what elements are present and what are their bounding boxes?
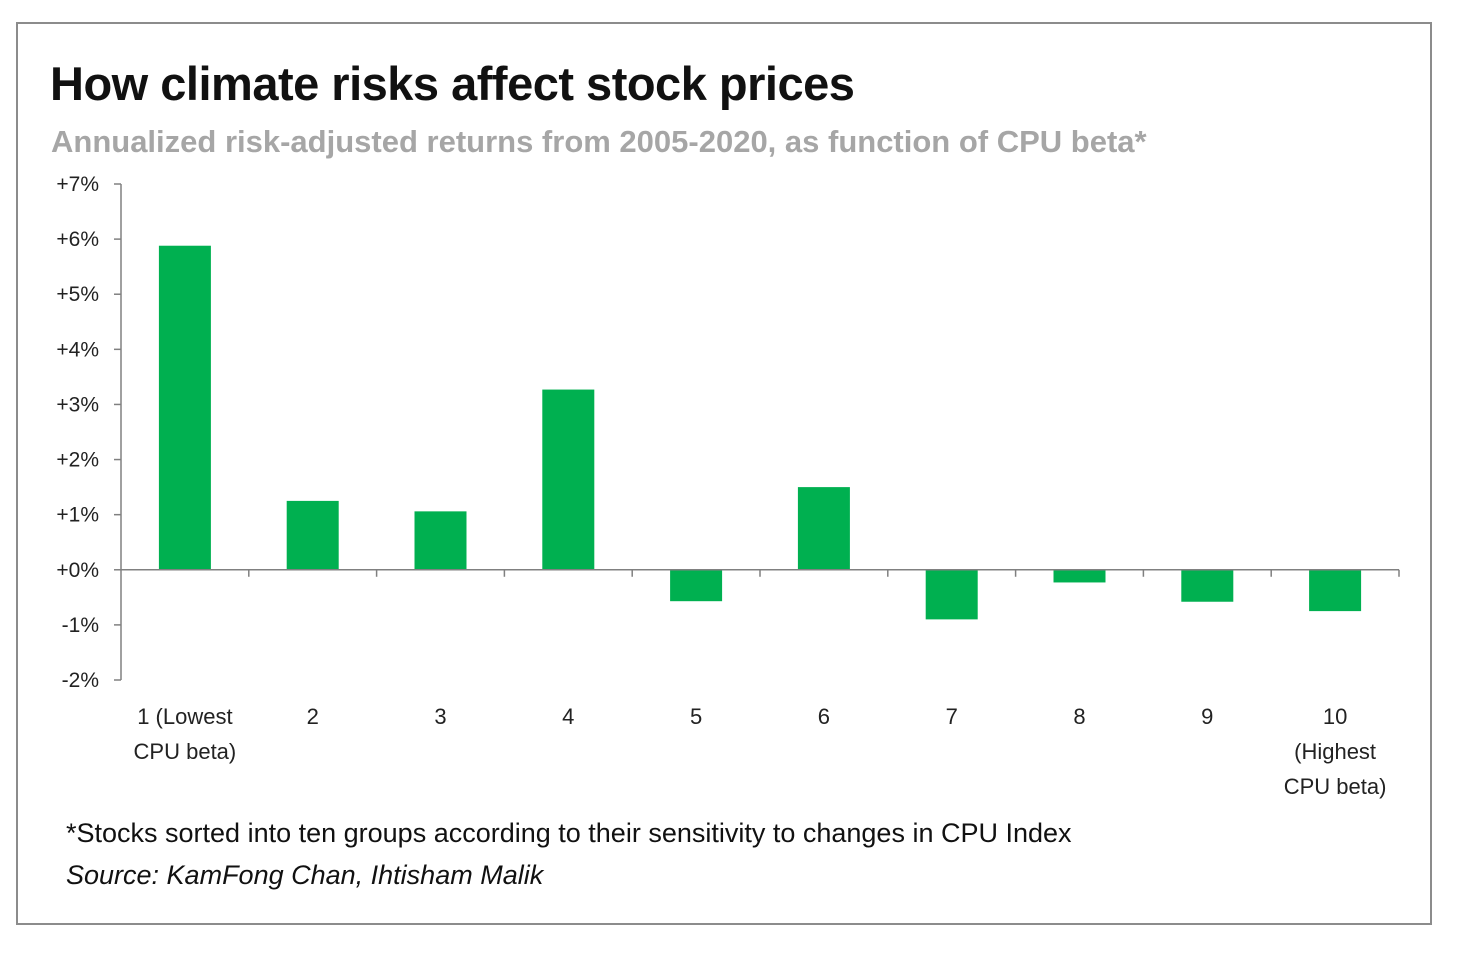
- x-tick-label: 3: [434, 704, 446, 729]
- x-tick-label: 10 (Highest CPU beta): [1284, 704, 1387, 799]
- y-tick-label: +5%: [56, 283, 99, 306]
- bar: [542, 389, 595, 570]
- footnote: *Stocks sorted into ten groups according…: [66, 818, 1072, 848]
- chart-title: How climate risks affect stock prices: [50, 57, 855, 110]
- y-tick-label: -2%: [62, 669, 99, 692]
- bar: [158, 245, 211, 570]
- y-tick-label: -1%: [62, 614, 99, 637]
- y-tick-label: +2%: [56, 449, 99, 472]
- chart-subtitle: Annualized risk-adjusted returns from 20…: [51, 124, 1147, 159]
- x-tick-label: 7: [946, 704, 958, 729]
- bar: [1181, 569, 1234, 602]
- bar: [1309, 569, 1362, 612]
- chart-frame: [16, 22, 1432, 925]
- x-tick-label: 9: [1201, 704, 1213, 729]
- y-tick-label: +3%: [56, 393, 99, 416]
- y-tick-label: +4%: [56, 338, 99, 361]
- bar: [925, 569, 978, 620]
- x-tick-label: 1 (Lowest CPU beta): [134, 704, 237, 764]
- x-tick-label: 6: [818, 704, 830, 729]
- bar: [670, 569, 723, 602]
- y-tick-label: +6%: [56, 228, 99, 251]
- x-tick-label: 4: [562, 704, 574, 729]
- y-tick-label: +7%: [56, 173, 99, 196]
- bar: [414, 511, 467, 570]
- bar: [1053, 569, 1106, 583]
- x-tick-label: 5: [690, 704, 702, 729]
- bar: [286, 500, 339, 570]
- bar: [797, 487, 850, 570]
- source-note: Source: KamFong Chan, Ihtisham Malik: [66, 860, 544, 890]
- y-tick-label: +1%: [56, 504, 99, 527]
- y-tick-label: +0%: [56, 559, 99, 582]
- x-tick-label: 2: [307, 704, 319, 729]
- x-tick-label: 8: [1073, 704, 1085, 729]
